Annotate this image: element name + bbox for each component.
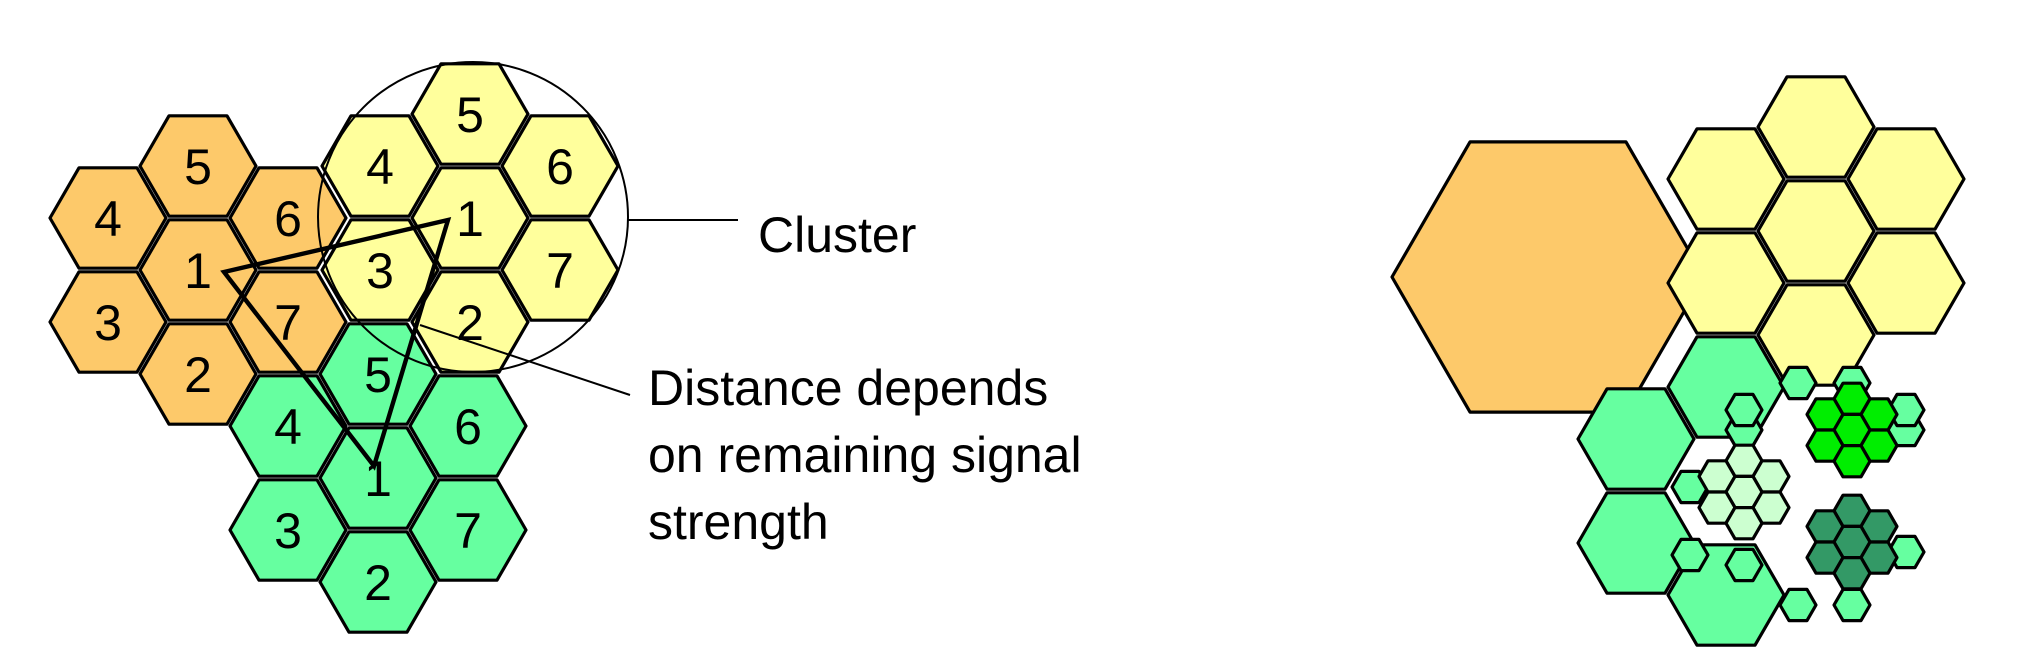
yellow-cell-label: 1 xyxy=(456,191,484,247)
yellow-cell-label: 3 xyxy=(366,243,394,299)
distance-label: Distance depends on remaining signal str… xyxy=(648,360,1096,550)
micro-cell-hex xyxy=(1846,231,1966,335)
pico-cell-hex xyxy=(1778,587,1818,623)
green-cell-label: 3 xyxy=(274,503,302,559)
yellow-cell-hex xyxy=(320,114,440,218)
orange-cell-label: 4 xyxy=(94,191,122,247)
yellow-cell-hex xyxy=(320,218,440,322)
green-cell-hex xyxy=(408,374,528,478)
green-cell-hex xyxy=(318,426,438,530)
yellow-cell-hex xyxy=(500,114,620,218)
yellow-cell-hex xyxy=(410,270,530,374)
green-cell-label: 2 xyxy=(364,555,392,611)
orange-cell-label: 2 xyxy=(184,347,212,403)
pico-cell-hex xyxy=(1832,587,1872,623)
pico-cell-hex xyxy=(1724,392,1764,428)
orange-cell-hex xyxy=(138,322,258,426)
yellow-cell-label: 7 xyxy=(546,243,574,299)
pico-cell-hex xyxy=(1832,555,1872,591)
orange-cell-hex xyxy=(228,166,348,270)
green-cell-hex xyxy=(318,530,438,634)
distance-label-line-1: Distance depends xyxy=(648,360,1048,416)
orange-cell-hex xyxy=(228,270,348,374)
micro-cell-hex xyxy=(1846,127,1966,231)
pico-cell-hex xyxy=(1778,365,1818,401)
micro-cell-hex xyxy=(1666,231,1786,335)
micro-cell-hex xyxy=(1756,179,1876,283)
green-cell-hex xyxy=(408,478,528,582)
macro-cell-hex xyxy=(1390,140,1706,414)
green-cell-label: 6 xyxy=(454,399,482,455)
micro-cell-hex xyxy=(1756,75,1876,179)
yellow-cell-label: 4 xyxy=(366,139,394,195)
orange-cell-label: 1 xyxy=(184,243,212,299)
green-cell-label: 5 xyxy=(364,347,392,403)
orange-cell-label: 6 xyxy=(274,191,302,247)
orange-cell-hex xyxy=(48,270,168,374)
pico-cell-hex xyxy=(1724,547,1764,583)
orange-cell-hex xyxy=(138,114,258,218)
micro-cell-hex xyxy=(1576,387,1696,491)
yellow-cell-hex xyxy=(410,62,530,166)
green-cell-hex xyxy=(228,374,348,478)
pico-cell-hex xyxy=(1724,506,1764,541)
pico-cell-hex xyxy=(1886,392,1926,428)
green-cell-label: 4 xyxy=(274,399,302,455)
cluster-label: Cluster xyxy=(758,207,916,263)
yellow-cell-label: 6 xyxy=(546,139,574,195)
orange-cell-hex xyxy=(138,218,258,322)
distance-label-line-2: on remaining signal xyxy=(648,427,1082,483)
pico-cell-hex xyxy=(1832,444,1872,479)
green-cell-label: 7 xyxy=(454,503,482,559)
pico-cell-hex xyxy=(1670,537,1710,573)
reuse-distance-triangle xyxy=(220,216,452,471)
distance-leader-line xyxy=(419,324,631,396)
micro-cell-hex xyxy=(1666,127,1786,231)
orange-cell-label: 3 xyxy=(94,295,122,351)
cluster-circle xyxy=(317,61,629,373)
yellow-cell-label: 5 xyxy=(456,87,484,143)
hierarchical-cell-structure xyxy=(1390,75,1966,647)
orange-cell-label: 5 xyxy=(184,139,212,195)
orange-cell-hex xyxy=(48,166,168,270)
distance-label-line-3: strength xyxy=(648,494,829,550)
green-cell-hex xyxy=(228,478,348,582)
